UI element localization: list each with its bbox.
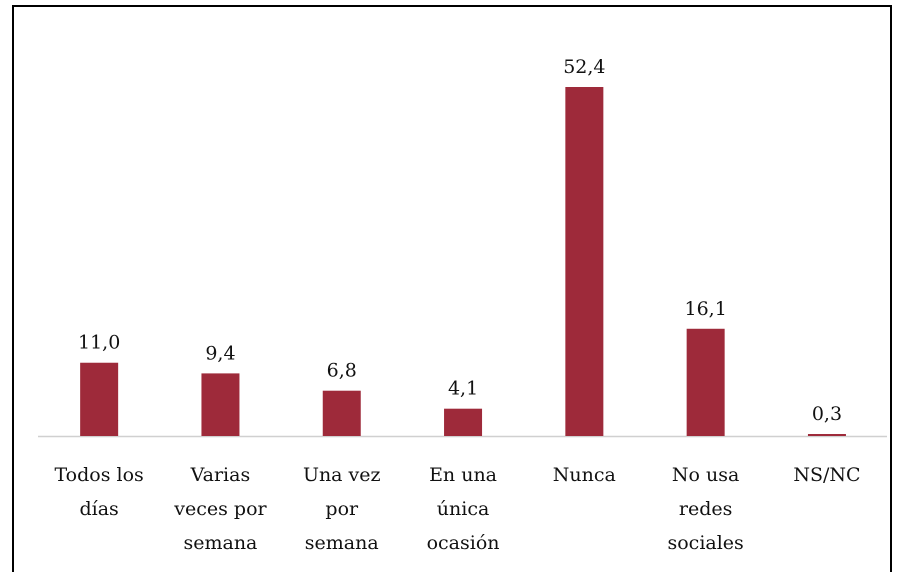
x-tick-label: Una vez por semana	[302, 464, 381, 554]
bar	[444, 408, 483, 436]
x-tick-label: En una única ocasión	[426, 464, 500, 554]
chart-frame	[12, 5, 892, 572]
value-label: 4,1	[448, 378, 478, 400]
bar	[686, 328, 725, 436]
bar	[201, 373, 240, 436]
value-label: 9,4	[205, 342, 235, 364]
value-label: 6,8	[327, 360, 357, 382]
bar	[80, 362, 119, 436]
bar	[807, 434, 846, 436]
value-label: 11,0	[78, 332, 120, 354]
bar	[322, 390, 361, 436]
value-label: 0,3	[812, 403, 842, 425]
value-label: 52,4	[563, 56, 605, 78]
x-tick-label: Varias veces por semana	[174, 464, 267, 554]
x-tick-label: NS/NC	[793, 464, 861, 486]
bar	[565, 87, 604, 436]
x-tick-label: Todos los días	[54, 464, 144, 520]
x-tick-label: Nunca	[552, 464, 616, 486]
x-tick-label: No usa redes sociales	[667, 464, 744, 554]
value-label: 16,1	[684, 298, 726, 320]
